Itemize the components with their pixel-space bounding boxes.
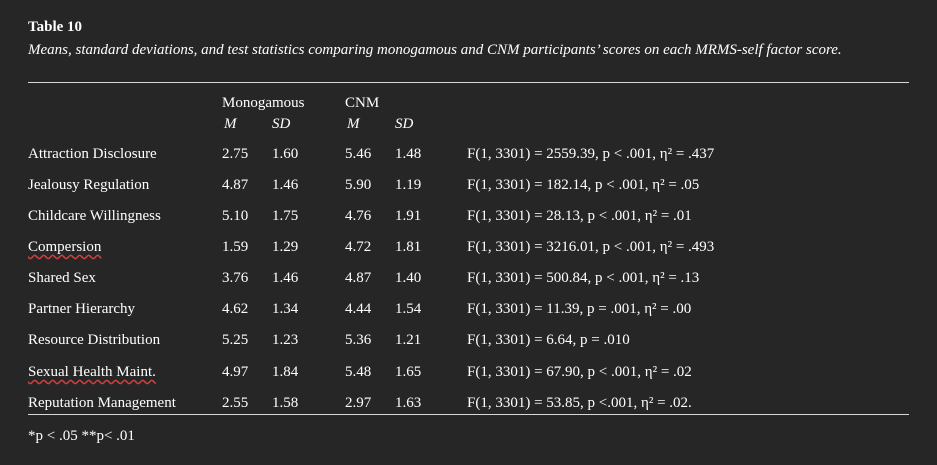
cell-m-cnm: 5.48 xyxy=(345,364,372,380)
row-label: Resource Distribution xyxy=(28,332,161,348)
cell-m-cnm: 4.76 xyxy=(345,208,372,224)
row-label: Attraction Disclosure xyxy=(28,146,157,162)
cell-sd-cnm: 1.91 xyxy=(395,208,422,224)
cell-m-monogamous: 4.62 xyxy=(222,301,249,317)
header-sd-cnm: SD xyxy=(395,116,414,132)
cell-m-cnm: 5.46 xyxy=(345,146,372,162)
cell-sd-monogamous: 1.23 xyxy=(272,332,299,348)
table-note: *p < .05 **p< .01 xyxy=(28,428,135,444)
cell-m-monogamous: 2.55 xyxy=(222,395,249,411)
cell-sd-monogamous: 1.46 xyxy=(272,270,299,286)
cell-sd-monogamous: 1.75 xyxy=(272,208,299,224)
cell-sd-monogamous: 1.60 xyxy=(272,146,299,162)
cell-test-statistic: F(1, 3301) = 3216.01, p < .001, η² = .49… xyxy=(467,239,715,255)
cell-m-monogamous: 4.97 xyxy=(222,364,249,380)
cell-m-cnm: 4.72 xyxy=(345,239,372,255)
table-row: Shared Sex 3.76 1.46 4.87 1.40 F(1, 3301) = 5… xyxy=(0,270,937,290)
cell-sd-cnm: 1.81 xyxy=(395,239,422,255)
cell-sd-cnm: 1.54 xyxy=(395,301,422,317)
cell-m-monogamous: 5.25 xyxy=(222,332,249,348)
cell-test-statistic: F(1, 3301) = 53.85, p <.001, η² = .02. xyxy=(467,395,692,411)
cell-sd-monogamous: 1.34 xyxy=(272,301,299,317)
table-caption: Means, standard deviations, and test sta… xyxy=(28,42,842,58)
row-label: Reputation Management xyxy=(28,395,176,411)
row-label: Partner Hierarchy xyxy=(28,301,136,317)
header-sd-monogamous: SD xyxy=(272,116,291,132)
cell-test-statistic: F(1, 3301) = 11.39, p = .001, η² = .00 xyxy=(467,301,692,317)
table-row: Jealousy Regulation 4.87 1.46 5.90 1.19 F(1, … xyxy=(0,177,937,197)
cell-m-cnm: 4.44 xyxy=(345,301,372,317)
header-m-cnm: M xyxy=(347,116,360,132)
cell-m-cnm: 2.97 xyxy=(345,395,372,411)
row-label: Childcare Willingness xyxy=(28,208,161,224)
cell-m-cnm: 5.36 xyxy=(345,332,372,348)
cell-test-statistic: F(1, 3301) = 6.64, p = .010 xyxy=(467,332,630,348)
cell-m-monogamous: 3.76 xyxy=(222,270,249,286)
table-row: Resource Distribution 5.25 1.23 5.36 1.21 F(1… xyxy=(0,332,937,352)
cell-test-statistic: F(1, 3301) = 500.84, p < .001, η² = .13 xyxy=(467,270,700,286)
cell-sd-cnm: 1.65 xyxy=(395,364,422,380)
cell-sd-cnm: 1.21 xyxy=(395,332,422,348)
cell-m-monogamous: 5.10 xyxy=(222,208,249,224)
cell-m-monogamous: 4.87 xyxy=(222,177,249,193)
table-title: Table 10 xyxy=(28,19,83,35)
row-label: Sexual Health Maint. xyxy=(28,364,156,380)
cell-m-cnm: 4.87 xyxy=(345,270,372,286)
row-label: Jealousy Regulation xyxy=(28,177,150,193)
cell-test-statistic: F(1, 3301) = 182.14, p < .001, η² = .05 xyxy=(467,177,700,193)
header-group-monogamous: Monogamous xyxy=(222,95,305,111)
bottom-rule xyxy=(28,414,909,415)
cell-sd-cnm: 1.19 xyxy=(395,177,422,193)
table-row: Childcare Willingness 5.10 1.75 4.76 1.91 F(1… xyxy=(0,208,937,228)
table-row: Attraction Disclosure 2.75 1.60 5.46 1.48 F(1… xyxy=(0,146,937,166)
cell-sd-cnm: 1.40 xyxy=(395,270,422,286)
header-m-monogamous: M xyxy=(224,116,237,132)
cell-sd-cnm: 1.48 xyxy=(395,146,422,162)
cell-sd-monogamous: 1.58 xyxy=(272,395,299,411)
table-row: Sexual Health Maint. 4.97 1.84 5.48 1.65 F(1,… xyxy=(0,364,937,384)
row-label: Compersion xyxy=(28,239,102,255)
cell-test-statistic: F(1, 3301) = 2559.39, p < .001, η² = .43… xyxy=(467,146,715,162)
cell-m-cnm: 5.90 xyxy=(345,177,372,193)
cell-sd-monogamous: 1.84 xyxy=(272,364,299,380)
top-rule xyxy=(28,82,909,83)
cell-sd-monogamous: 1.29 xyxy=(272,239,299,255)
cell-m-monogamous: 2.75 xyxy=(222,146,249,162)
cell-sd-cnm: 1.63 xyxy=(395,395,422,411)
table-row: Partner Hierarchy 4.62 1.34 4.44 1.54 F(1, 33… xyxy=(0,301,937,321)
row-label: Shared Sex xyxy=(28,270,96,286)
cell-test-statistic: F(1, 3301) = 67.90, p < .001, η² = .02 xyxy=(467,364,692,380)
cell-test-statistic: F(1, 3301) = 28.13, p < .001, η² = .01 xyxy=(467,208,692,224)
table-row: Compersion 1.59 1.29 4.72 1.81 F(1, 3301) = 3… xyxy=(0,239,937,259)
cell-sd-monogamous: 1.46 xyxy=(272,177,299,193)
table-row: Reputation Management 2.55 1.58 2.97 1.63 F(1… xyxy=(0,395,937,415)
cell-m-monogamous: 1.59 xyxy=(222,239,249,255)
header-group-cnm: CNM xyxy=(345,95,380,111)
